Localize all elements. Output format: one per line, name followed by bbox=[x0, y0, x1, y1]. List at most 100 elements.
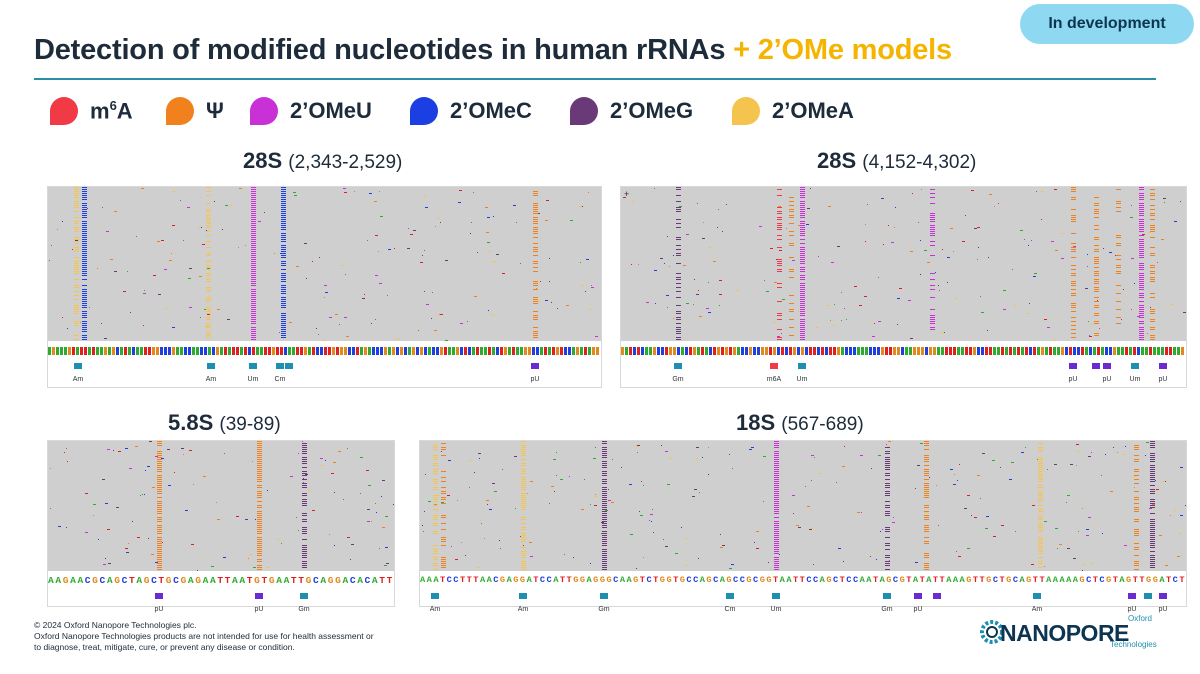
modified-read-call bbox=[1134, 547, 1139, 548]
modified-read-call bbox=[441, 493, 446, 494]
psi-leaf-icon bbox=[166, 97, 194, 125]
read-mismatch bbox=[699, 316, 702, 317]
modified-read-call bbox=[433, 563, 438, 564]
reference-base: G bbox=[268, 575, 275, 586]
read-mismatch bbox=[1109, 252, 1112, 253]
modified-read-call bbox=[924, 479, 929, 480]
modified-read-call bbox=[930, 327, 935, 328]
modified-read-call bbox=[1139, 311, 1144, 312]
modified-read-call bbox=[74, 267, 79, 268]
reference-base: G bbox=[899, 575, 905, 585]
read-mismatch bbox=[585, 291, 586, 292]
read-mismatch bbox=[1174, 221, 1177, 222]
modified-read-call bbox=[302, 495, 307, 496]
modified-read-call bbox=[1139, 263, 1144, 264]
modified-read-call bbox=[800, 203, 805, 204]
modified-read-call bbox=[74, 203, 79, 204]
modified-read-call bbox=[777, 329, 782, 330]
reference-base: C bbox=[539, 575, 546, 585]
reference-base: C bbox=[892, 575, 899, 585]
reference-base: G bbox=[966, 575, 972, 585]
modified-read-call bbox=[774, 521, 779, 522]
panel-expand-button[interactable]: + bbox=[624, 189, 630, 199]
modified-read-call bbox=[441, 529, 446, 530]
modified-read-call bbox=[257, 459, 262, 460]
reference-base bbox=[989, 347, 992, 355]
modified-read-call bbox=[281, 327, 286, 328]
modified-read-call bbox=[533, 263, 538, 264]
modified-read-call bbox=[789, 269, 794, 270]
modified-read-call bbox=[774, 561, 779, 562]
modified-read-call bbox=[774, 511, 779, 512]
read-mismatch bbox=[650, 514, 653, 515]
read-mismatch bbox=[1011, 462, 1014, 463]
modified-read-call bbox=[251, 217, 256, 218]
reference-base bbox=[705, 347, 708, 355]
reference-base: A bbox=[866, 575, 872, 585]
modified-read-call bbox=[74, 339, 79, 340]
read-mismatch bbox=[974, 228, 977, 229]
modified-read-call bbox=[1071, 307, 1076, 308]
read-mismatch bbox=[718, 209, 719, 210]
modified-read-call bbox=[302, 527, 307, 528]
read-mismatch bbox=[846, 319, 847, 320]
modified-read-call bbox=[602, 537, 607, 538]
read-mismatch bbox=[188, 300, 189, 301]
read-mismatch bbox=[1180, 515, 1183, 516]
read-mismatch bbox=[809, 529, 812, 530]
modified-read-call bbox=[1150, 541, 1155, 542]
modified-read-call bbox=[924, 557, 929, 558]
modified-read-call bbox=[157, 559, 162, 560]
modified-read-call bbox=[533, 193, 538, 194]
modified-read-call bbox=[800, 325, 805, 326]
read-mismatch bbox=[514, 456, 517, 457]
modified-read-call bbox=[82, 247, 87, 248]
reference-base bbox=[476, 347, 479, 355]
modified-read-call bbox=[74, 321, 79, 322]
modified-read-call bbox=[1139, 307, 1144, 308]
read-mismatch bbox=[469, 487, 470, 488]
modified-read-call bbox=[251, 299, 256, 300]
modified-read-call bbox=[777, 223, 782, 224]
modified-read-call bbox=[602, 461, 607, 462]
modified-read-call bbox=[206, 307, 211, 308]
read-mismatch bbox=[964, 508, 967, 509]
modified-read-call bbox=[1139, 213, 1144, 214]
modified-read-call bbox=[206, 301, 211, 302]
reference-base: A bbox=[819, 575, 825, 585]
read-mismatch bbox=[126, 552, 129, 553]
modified-read-call bbox=[777, 339, 782, 340]
read-mismatch bbox=[665, 451, 668, 452]
read-mismatch bbox=[643, 485, 644, 486]
modified-read-call bbox=[206, 331, 211, 332]
read-mismatch bbox=[371, 323, 372, 324]
reference-base: G bbox=[593, 575, 599, 585]
modified-read-call bbox=[251, 189, 256, 190]
modified-read-call bbox=[257, 463, 262, 464]
modified-read-call bbox=[924, 455, 929, 456]
modified-read-call bbox=[774, 491, 779, 492]
read-mismatch bbox=[172, 191, 175, 192]
read-mismatch bbox=[1044, 521, 1047, 522]
modified-read-call bbox=[1139, 333, 1144, 334]
modified-read-call bbox=[777, 229, 782, 230]
reference-sequence-bar bbox=[621, 347, 1186, 355]
reference-base bbox=[196, 347, 199, 355]
modified-read-call bbox=[521, 541, 526, 542]
modification-annotation-label: Cm bbox=[724, 606, 736, 613]
modified-read-call bbox=[1071, 221, 1076, 222]
modified-read-call bbox=[885, 495, 890, 496]
reference-base bbox=[240, 347, 243, 355]
modified-read-call bbox=[257, 545, 262, 546]
reference-base: A bbox=[426, 575, 432, 585]
modified-read-call bbox=[676, 263, 681, 264]
modified-read-call bbox=[257, 487, 262, 488]
modified-read-call bbox=[281, 193, 286, 194]
modified-read-call bbox=[930, 213, 935, 214]
reference-base bbox=[496, 347, 499, 355]
read-mismatch bbox=[362, 298, 365, 299]
modified-read-call bbox=[251, 291, 256, 292]
modified-read-call bbox=[433, 509, 438, 510]
reference-base bbox=[408, 347, 411, 355]
read-mismatch bbox=[1105, 454, 1106, 455]
